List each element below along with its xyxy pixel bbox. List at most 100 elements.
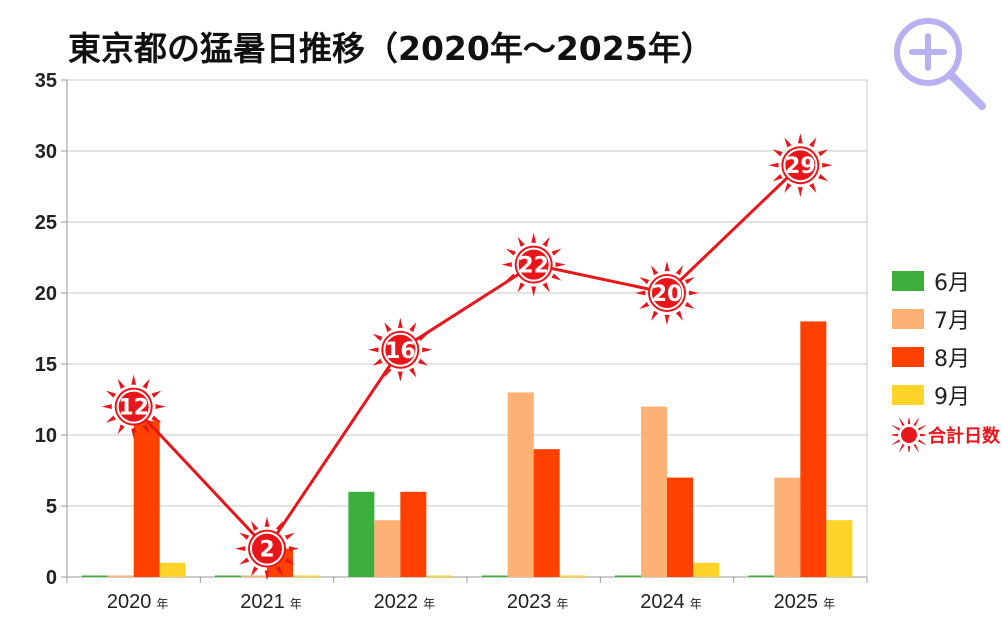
legend-item-june: 6月 [892,262,1000,300]
y-tick-label: 25 [35,212,57,234]
x-tick-label: 2020 年 [107,591,169,613]
sun-ray [397,317,403,328]
legend-swatch [892,309,924,329]
sun-ray [235,546,246,552]
sun-ray [551,273,562,281]
total-marker: 20 [635,261,699,325]
x-tick-label: 2024 年 [640,591,702,613]
sun-ray [675,310,683,321]
total-label: 16 [385,339,416,364]
sun-ray [907,418,911,425]
marker-ring [650,276,684,310]
sun-ray [818,174,829,182]
sun-ray [264,516,270,527]
legend-label: 7月 [934,309,970,334]
sun-ray [117,378,125,389]
bar [507,392,534,577]
sun-ray [418,358,429,366]
bar [559,575,586,577]
sun-ray [688,290,699,296]
sun-ray [501,262,512,268]
total-label: 2 [259,538,274,563]
total-marker: 22 [501,232,566,297]
sun-core [781,146,820,185]
sun-ray [651,310,659,321]
sun-ray [505,248,516,256]
sun-ray [809,137,817,148]
sun-ray [531,286,537,297]
sun-ray [639,277,650,285]
bar [159,562,186,577]
bar [748,575,775,577]
legend-item-total: 合計日数 [892,418,1000,452]
sun-ray [913,443,919,452]
bar [774,477,801,577]
sun-ray [284,557,295,565]
bar [615,575,641,577]
marker-ring [783,148,818,183]
bar [241,575,267,577]
sun-ray [284,532,295,540]
sun-ray [551,248,562,256]
y-tick-label: 0 [46,567,57,589]
sun-icon [892,418,926,452]
zoom-in-button[interactable] [888,12,992,116]
sun-ray [784,182,792,193]
sun-ray [797,133,803,144]
sun-ray [651,265,659,276]
bar [348,491,375,577]
sun-core [514,245,553,284]
sun-ray [131,428,137,439]
sun-ray [288,546,299,552]
sun-ray [899,443,905,452]
sun-ray [542,236,550,247]
sun-ray [555,262,566,268]
y-tick-label: 10 [35,425,57,447]
bar [133,420,160,577]
x-tick-label: 2025 年 [774,591,836,613]
sun-ray [517,282,525,293]
sun-core [381,330,420,369]
sun-ray [418,333,429,341]
sun-ray [913,418,919,427]
total-label: 20 [652,282,683,307]
sun-ray [919,433,926,437]
marker-ring [250,531,284,566]
sun-ray [384,367,392,378]
bar [215,575,241,577]
sun-core [901,427,917,443]
y-tick-label: 30 [35,141,57,163]
legend-item-september: 9月 [892,376,1000,414]
sun-ray [384,322,392,333]
sun-ray [664,314,670,325]
sun-ray [542,282,550,293]
legend-swatch [892,347,924,367]
sun-ray [142,424,150,435]
sun-core [114,387,153,426]
total-label: 22 [518,254,549,279]
sun-core [648,274,686,312]
sun-ray [917,439,926,445]
bar [107,575,134,577]
sun-ray [422,347,433,353]
bar [374,520,401,577]
bar [667,477,693,577]
sun-ray [275,520,283,531]
legend-label: 合計日数 [928,426,1000,447]
sun-ray [664,261,670,272]
y-tick-label: 20 [35,283,57,305]
y-tick-label: 35 [35,70,57,92]
sun-ray [639,301,650,309]
sun-ray [372,358,383,366]
sun-ray [101,404,112,410]
bar [293,575,319,577]
sun-ray [131,374,137,385]
y-tick-label: 5 [46,496,57,518]
sun-core [248,529,286,568]
legend-label: 6月 [934,271,970,296]
sun-ray [239,532,250,540]
bar [533,449,560,577]
bar [826,520,853,577]
sun-ray [275,566,283,577]
